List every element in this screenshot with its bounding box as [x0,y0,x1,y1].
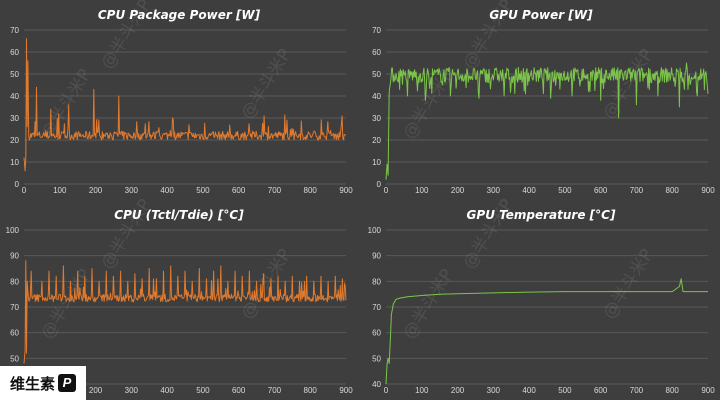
watermark: @半斗米P [237,246,295,323]
x-tick-label: 100 [415,386,429,395]
watermark: @半斗米P [459,0,517,73]
y-tick-label: 50 [372,70,381,79]
chart-title: GPU Power [W] [489,8,593,22]
x-tick-label: 900 [701,386,715,395]
x-tick-label: 800 [666,186,680,195]
y-tick-label: 60 [10,48,19,57]
watermark: @半斗米P [459,196,517,273]
x-tick-label: 200 [89,186,103,195]
logo-mark-icon: P [58,374,77,392]
y-tick-label: 0 [377,180,382,189]
y-tick-label: 50 [10,70,19,79]
series-line [23,260,347,364]
y-tick-label: 30 [10,114,19,123]
x-tick-label: 500 [558,386,572,395]
y-tick-label: 10 [372,158,381,167]
chart-title: GPU Temperature [°C] [466,208,616,222]
watermark: @半斗米P [97,196,155,273]
x-tick-label: 300 [125,186,139,195]
series-line [23,38,346,172]
x-tick-label: 0 [384,186,389,195]
y-tick-label: 70 [372,303,381,312]
x-tick-label: 400 [160,186,174,195]
y-tick-label: 40 [372,380,381,389]
y-tick-label: 50 [10,354,19,363]
chart-title: CPU Package Power [W] [97,8,261,22]
y-tick-label: 20 [372,136,381,145]
x-tick-label: 800 [666,386,680,395]
y-tick-label: 100 [6,226,20,235]
x-tick-label: 600 [232,386,246,395]
y-tick-label: 70 [10,26,19,35]
x-tick-label: 100 [415,186,429,195]
series-line [385,62,709,180]
chart-title: CPU (Tctl/Tdie) [°C] [114,208,244,222]
x-tick-label: 700 [630,186,644,195]
x-tick-label: 200 [89,386,103,395]
x-tick-label: 300 [487,186,501,195]
y-tick-label: 40 [372,92,381,101]
y-tick-label: 60 [372,48,381,57]
x-tick-label: 900 [701,186,715,195]
y-tick-label: 80 [10,277,19,286]
chart-cpu-package-power: CPU Package Power [W] 0 10 20 30 40 50 60 70 0 10… [0,0,358,200]
chart-cpu-temperature: CPU (Tctl/Tdie) [°C] 4050607080901000100… [0,196,358,400]
y-tick-label: 10 [10,158,19,167]
x-tick-label: 400 [160,386,174,395]
x-tick-label: 0 [384,386,389,395]
series-line [385,278,708,385]
y-tick-label: 70 [10,303,19,312]
x-tick-label: 500 [196,186,210,195]
x-tick-label: 300 [487,386,501,395]
x-tick-label: 500 [196,386,210,395]
gpu-temperature-plot: 40 50 60 70 80 90 100 0 100 200 300 400 500 600 700 800… [368,196,716,395]
y-tick-label: 60 [372,329,381,338]
watermark: @半斗米P [97,0,155,73]
y-tick-label: 40 [10,92,19,101]
x-tick-label: 700 [268,186,282,195]
x-tick-label: 600 [594,386,608,395]
watermark: @半斗米P [399,266,457,343]
x-tick-label: 300 [125,386,139,395]
y-tick-label: 20 [10,136,19,145]
watermark: @半斗米P [237,46,295,123]
y-tick-label: 80 [372,277,381,286]
x-tick-label: 0 [22,186,27,195]
x-tick-label: 400 [522,186,536,195]
x-tick-label: 200 [451,186,465,195]
brand-logo: 维生素 P [0,366,86,400]
y-tick-label: 0 [15,180,20,189]
x-tick-label: 900 [339,186,353,195]
watermark: @半斗米P [37,266,95,343]
y-tick-label: 100 [368,226,382,235]
y-tick-label: 90 [372,252,381,261]
y-tick-label: 70 [372,26,381,35]
y-tick-label: 60 [10,329,19,338]
y-tick-label: 50 [372,354,381,363]
y-tick-label: 30 [372,114,381,123]
cpu-temperature-plot: 4050607080901000100200300400500600700800… [6,196,354,395]
x-tick-label: 600 [594,186,608,195]
x-tick-label: 900 [339,386,353,395]
x-tick-label: 800 [304,386,318,395]
y-tick-label: 90 [10,252,19,261]
x-tick-label: 800 [304,186,318,195]
chart-gpu-temperature: GPU Temperature [°C] 40 50 60 70 80 90 100 0 100… [362,196,720,400]
x-tick-label: 100 [53,186,67,195]
x-tick-label: 200 [451,386,465,395]
chart-gpu-power: GPU Power [W] 0 10 20 30 40 50 60 70 0 100 200 300 4… [362,0,720,200]
logo-text: 维生素 [10,374,56,393]
x-tick-label: 400 [522,386,536,395]
x-tick-label: 500 [558,186,572,195]
x-tick-label: 700 [268,386,282,395]
x-tick-label: 600 [232,186,246,195]
x-tick-label: 700 [630,386,644,395]
watermark: @半斗米P [599,246,657,323]
